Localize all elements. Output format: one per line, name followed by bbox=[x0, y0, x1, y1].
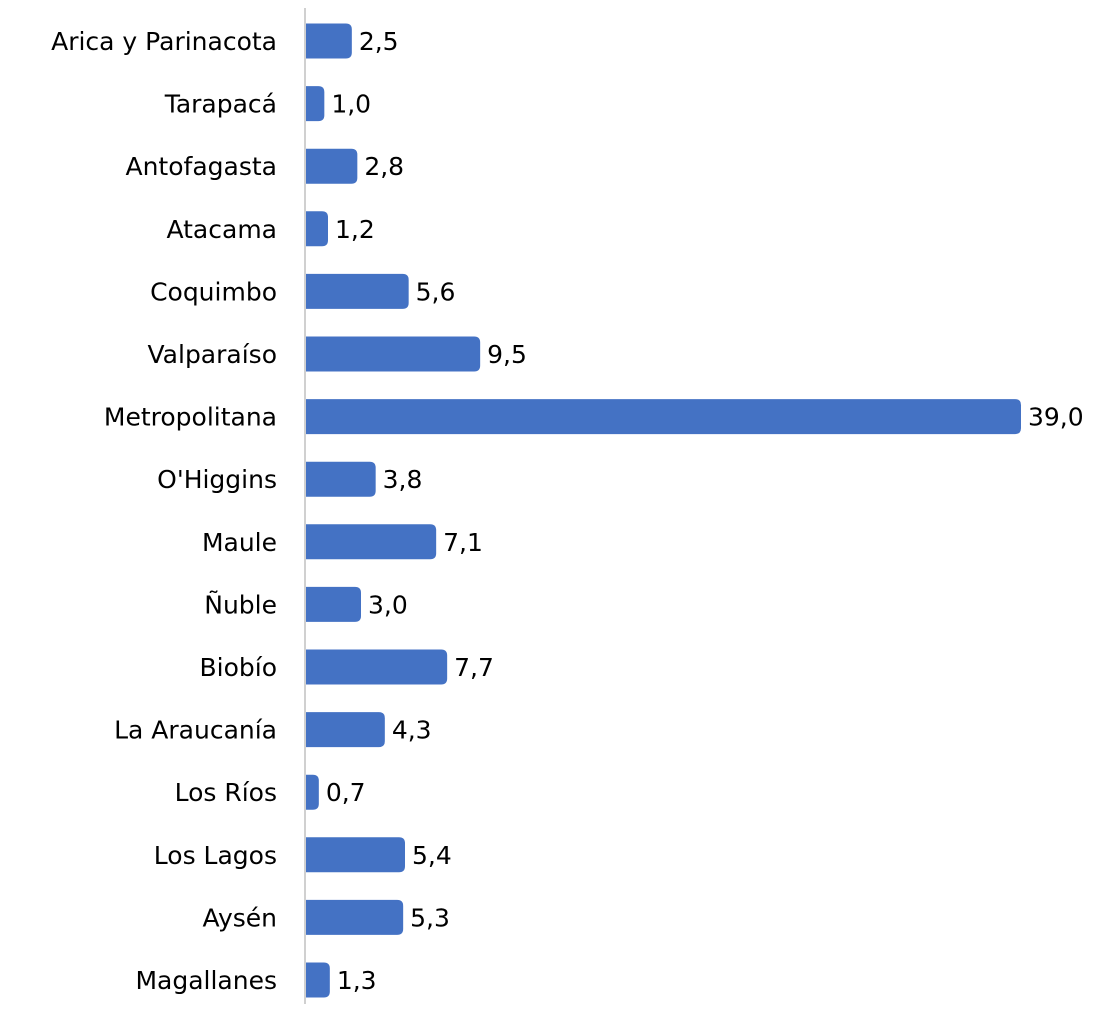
category-label: Biobío bbox=[199, 653, 277, 682]
value-label: 2,8 bbox=[364, 152, 404, 181]
bar bbox=[306, 461, 376, 497]
category-label: Metropolitana bbox=[104, 403, 277, 432]
bar bbox=[306, 774, 319, 810]
bar bbox=[306, 899, 404, 935]
value-label: 3,0 bbox=[368, 590, 408, 619]
category-label: Magallanes bbox=[135, 966, 277, 995]
value-label: 5,4 bbox=[412, 841, 452, 870]
bar bbox=[306, 712, 385, 748]
category-label: O'Higgins bbox=[157, 465, 277, 494]
category-label: Valparaíso bbox=[148, 340, 277, 369]
category-label: Antofagasta bbox=[125, 152, 277, 181]
bar bbox=[306, 962, 330, 998]
value-label: 0,7 bbox=[326, 778, 366, 807]
bar bbox=[306, 837, 405, 873]
category-label: Atacama bbox=[166, 215, 277, 244]
category-label: Coquimbo bbox=[150, 277, 277, 306]
value-label: 39,0 bbox=[1028, 403, 1084, 432]
value-label: 9,5 bbox=[487, 340, 527, 369]
bar bbox=[306, 586, 361, 622]
bar bbox=[306, 649, 448, 685]
category-label: Aysén bbox=[203, 903, 277, 932]
category-label: Tarapacá bbox=[164, 90, 277, 119]
category-label: Ñuble bbox=[204, 589, 277, 619]
category-label: Los Ríos bbox=[175, 778, 277, 807]
value-label: 1,2 bbox=[335, 215, 375, 244]
category-label: Maule bbox=[202, 528, 277, 557]
value-label: 5,3 bbox=[410, 903, 450, 932]
value-label: 3,8 bbox=[383, 465, 423, 494]
bar bbox=[306, 148, 358, 184]
category-label: Los Lagos bbox=[154, 841, 277, 870]
value-label: 2,5 bbox=[359, 27, 399, 56]
bar bbox=[306, 336, 481, 372]
value-label: 7,7 bbox=[454, 653, 494, 682]
value-label: 4,3 bbox=[392, 716, 432, 745]
bar bbox=[306, 273, 409, 309]
value-label: 5,6 bbox=[416, 277, 456, 306]
category-label: Arica y Parinacota bbox=[51, 27, 277, 56]
bar bbox=[306, 211, 328, 247]
bar bbox=[306, 23, 352, 59]
bar bbox=[306, 524, 437, 560]
value-label: 1,0 bbox=[331, 90, 371, 119]
value-label: 1,3 bbox=[337, 966, 377, 995]
bar bbox=[306, 399, 1021, 435]
value-label: 7,1 bbox=[443, 528, 483, 557]
bar bbox=[306, 86, 325, 122]
category-label: La Araucanía bbox=[114, 716, 277, 745]
